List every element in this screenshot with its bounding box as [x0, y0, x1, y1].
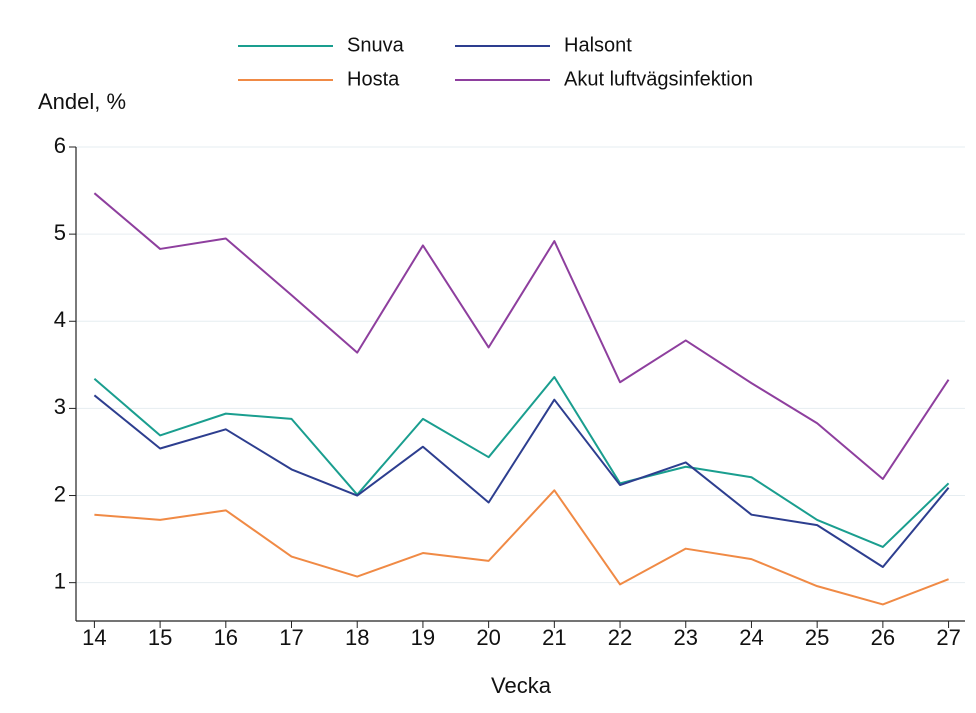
- y-axis-label: Andel, %: [38, 89, 126, 114]
- x-tick-label: 25: [805, 625, 829, 650]
- y-tick-label: 1: [54, 568, 66, 593]
- x-tick-label: 27: [936, 625, 960, 650]
- x-tick-label: 21: [542, 625, 566, 650]
- x-tick-label: 23: [674, 625, 698, 650]
- legend-label: Snuva: [347, 34, 405, 56]
- x-tick-label: 17: [279, 625, 303, 650]
- x-tick-label: 18: [345, 625, 369, 650]
- x-tick-label: 24: [739, 625, 763, 650]
- y-tick-label: 2: [54, 481, 66, 506]
- x-axis-label: Vecka: [491, 673, 552, 698]
- y-tick-label: 6: [54, 133, 66, 158]
- x-tick-label: 15: [148, 625, 172, 650]
- x-tick-label: 14: [82, 625, 106, 650]
- y-tick-label: 4: [54, 307, 66, 332]
- x-tick-label: 26: [871, 625, 895, 650]
- legend-label: Akut luftvägsinfektion: [564, 68, 753, 90]
- legend-label: Hosta: [347, 68, 400, 90]
- x-tick-label: 19: [411, 625, 435, 650]
- series-line: [93, 376, 950, 548]
- legend-label: Halsont: [564, 34, 632, 56]
- series-line: [94, 489, 949, 606]
- y-tick-label: 5: [54, 220, 66, 245]
- x-tick-label: 20: [476, 625, 500, 650]
- x-tick-label: 22: [608, 625, 632, 650]
- y-tick-label: 3: [54, 394, 66, 419]
- x-tick-label: 16: [214, 625, 238, 650]
- series-line: [93, 192, 950, 480]
- series-line: [93, 394, 950, 568]
